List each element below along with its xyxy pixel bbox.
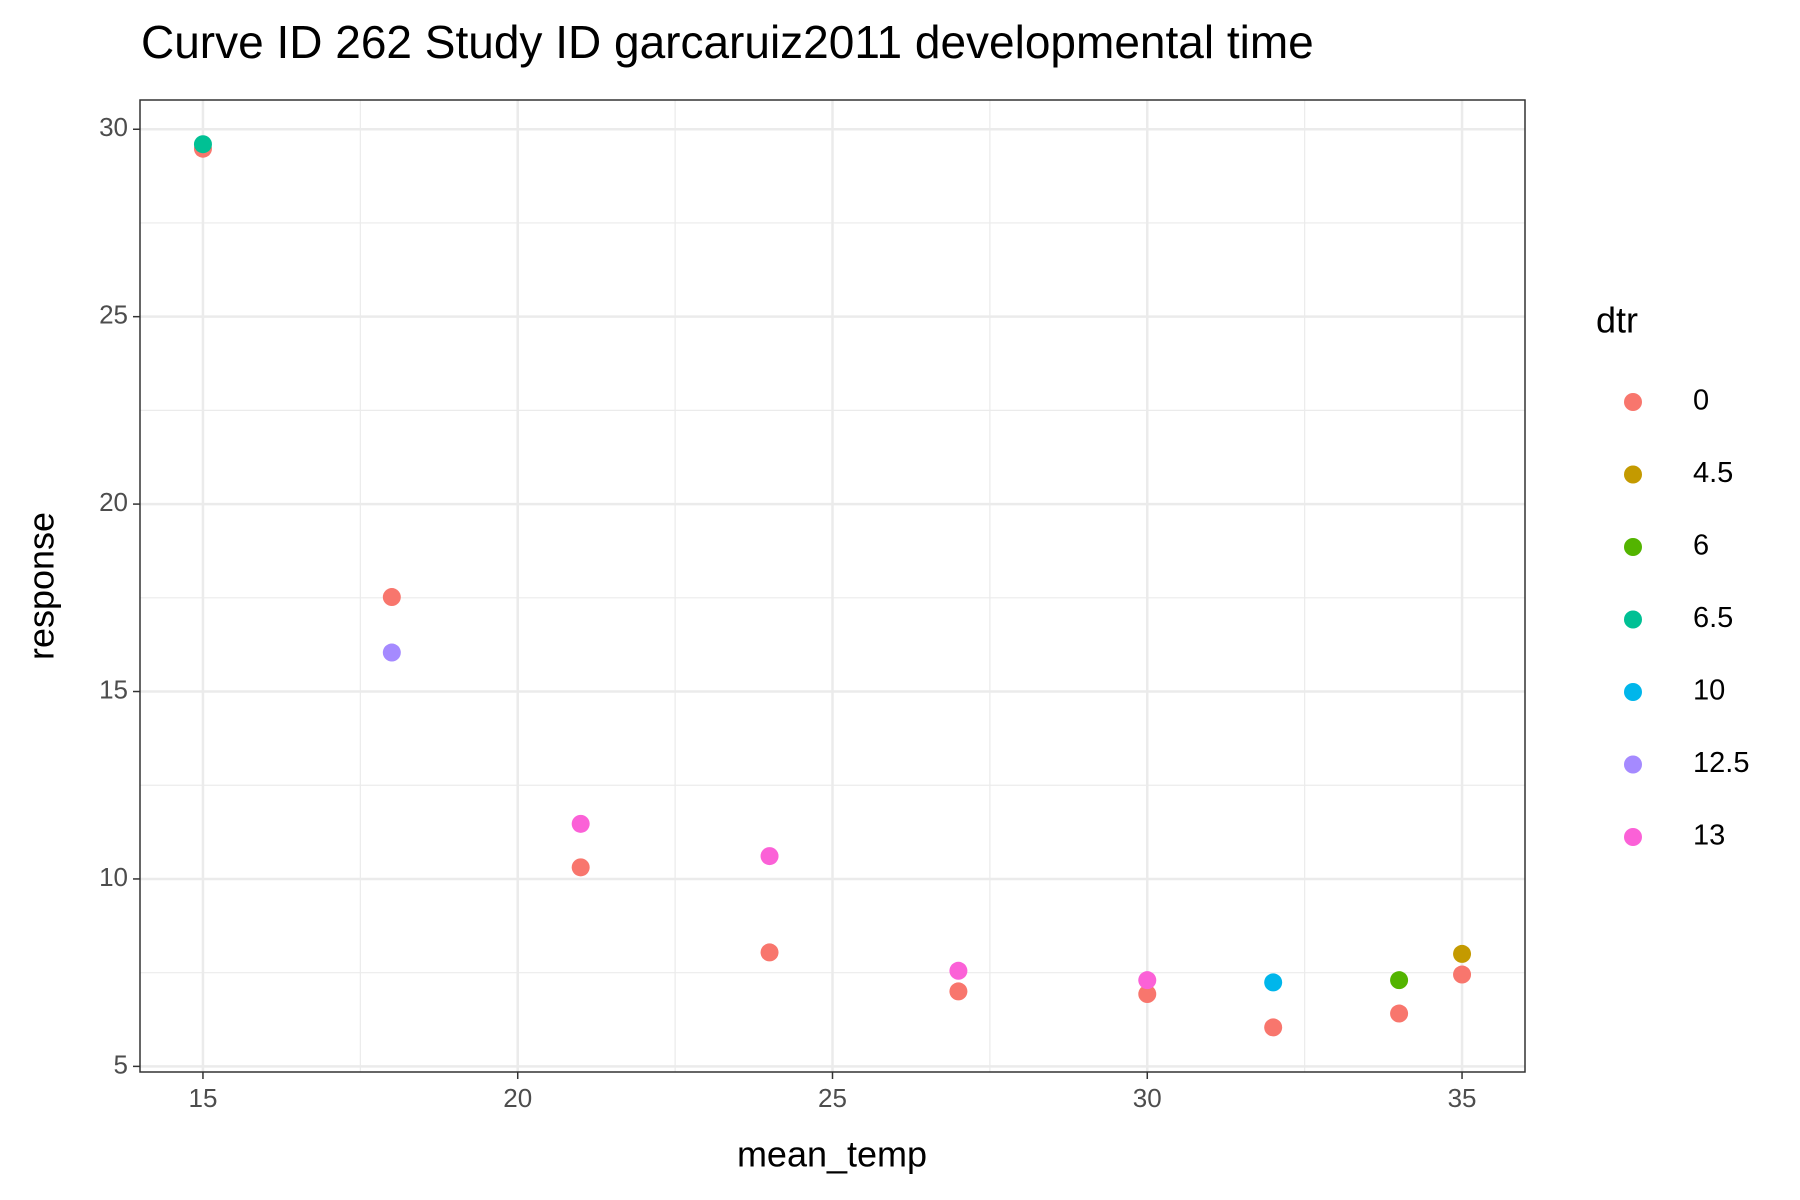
legend-marker [1624, 828, 1642, 846]
y-axis-title: response [21, 512, 62, 660]
point [1390, 1004, 1409, 1023]
x-tick-label: 15 [188, 1083, 217, 1113]
point [949, 961, 968, 980]
point [1264, 1018, 1283, 1037]
chart-title: Curve ID 262 Study ID garcaruiz2011 deve… [141, 16, 1314, 68]
point [193, 135, 212, 154]
legend-marker [1624, 610, 1642, 629]
x-tick-label: 30 [1133, 1083, 1162, 1113]
point [760, 943, 779, 962]
legend-marker [1624, 755, 1642, 774]
point [1453, 944, 1472, 963]
legend-label: 12.5 [1693, 747, 1749, 779]
legend-label: 10 [1693, 675, 1725, 707]
legend-label: 0 [1693, 385, 1709, 417]
legend-marker [1624, 465, 1642, 484]
y-tick-label: 10 [99, 862, 128, 892]
point [571, 814, 590, 833]
x-tick-label: 35 [1448, 1083, 1477, 1113]
y-tick-label: 25 [99, 300, 128, 330]
legend-title: dtr [1596, 300, 1638, 341]
point [571, 858, 590, 877]
point [1390, 971, 1409, 990]
point [1453, 965, 1472, 984]
point [1138, 971, 1157, 990]
y-tick-label: 15 [99, 674, 128, 704]
legend-label: 13 [1693, 820, 1725, 852]
legend-label: 6.5 [1693, 602, 1733, 634]
legend-marker [1624, 683, 1642, 701]
point [760, 847, 779, 866]
legend-label: 4.5 [1693, 457, 1733, 489]
legend-label: 6 [1693, 530, 1709, 562]
x-tick-label: 25 [818, 1083, 847, 1113]
legend-marker [1624, 538, 1642, 556]
point [382, 588, 401, 607]
point [949, 982, 968, 1001]
panel-border [139, 99, 1526, 1073]
x-axis-title: mean_temp [737, 1134, 927, 1175]
y-tick-label: 30 [99, 112, 128, 142]
legend-marker [1624, 393, 1642, 411]
point [1264, 973, 1283, 992]
y-tick-label: 5 [114, 1049, 128, 1079]
y-tick-label: 20 [99, 487, 128, 517]
x-tick-label: 20 [503, 1083, 532, 1113]
point [1138, 985, 1157, 1004]
point [382, 643, 401, 662]
